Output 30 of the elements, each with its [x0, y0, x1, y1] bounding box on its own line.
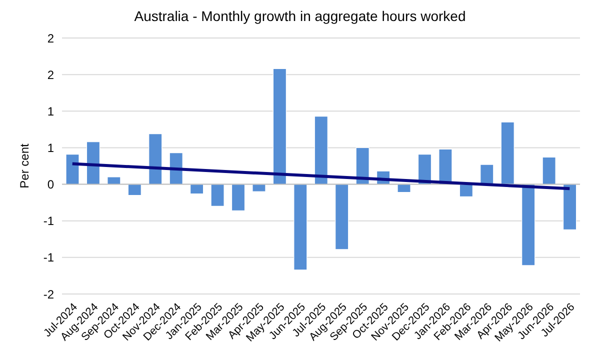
bar: [128, 184, 142, 196]
bar: [542, 156, 556, 185]
bar: [500, 122, 514, 185]
y-tick-label: -2: [43, 287, 54, 302]
y-tick-label: 0: [47, 178, 54, 192]
bar: [438, 148, 452, 185]
y-tick-label: 2: [47, 68, 54, 82]
chart-title: Australia - Monthly growth in aggregate hours worked: [133, 8, 467, 26]
bar: [562, 184, 577, 230]
bar: [522, 184, 536, 266]
y-tick-label: 1: [47, 140, 54, 155]
bar: [314, 116, 328, 185]
y-tick-label: -1: [43, 214, 54, 228]
bar: [86, 142, 100, 185]
bar: [252, 184, 266, 192]
y-tick-label: 2: [47, 31, 54, 46]
bar: [107, 176, 121, 185]
bar: [210, 184, 224, 207]
y-tick-label: 1: [47, 104, 54, 118]
bar: [272, 68, 286, 185]
bar: [480, 164, 494, 185]
bar: [397, 184, 411, 193]
bar: [231, 184, 246, 211]
bar: [459, 184, 473, 198]
bar: [294, 184, 308, 270]
bar: [335, 184, 349, 250]
bar: [148, 134, 162, 185]
y-axis-title: Per cent: [17, 142, 32, 188]
y-tick-label: -1: [43, 250, 54, 265]
bar: [66, 154, 80, 185]
